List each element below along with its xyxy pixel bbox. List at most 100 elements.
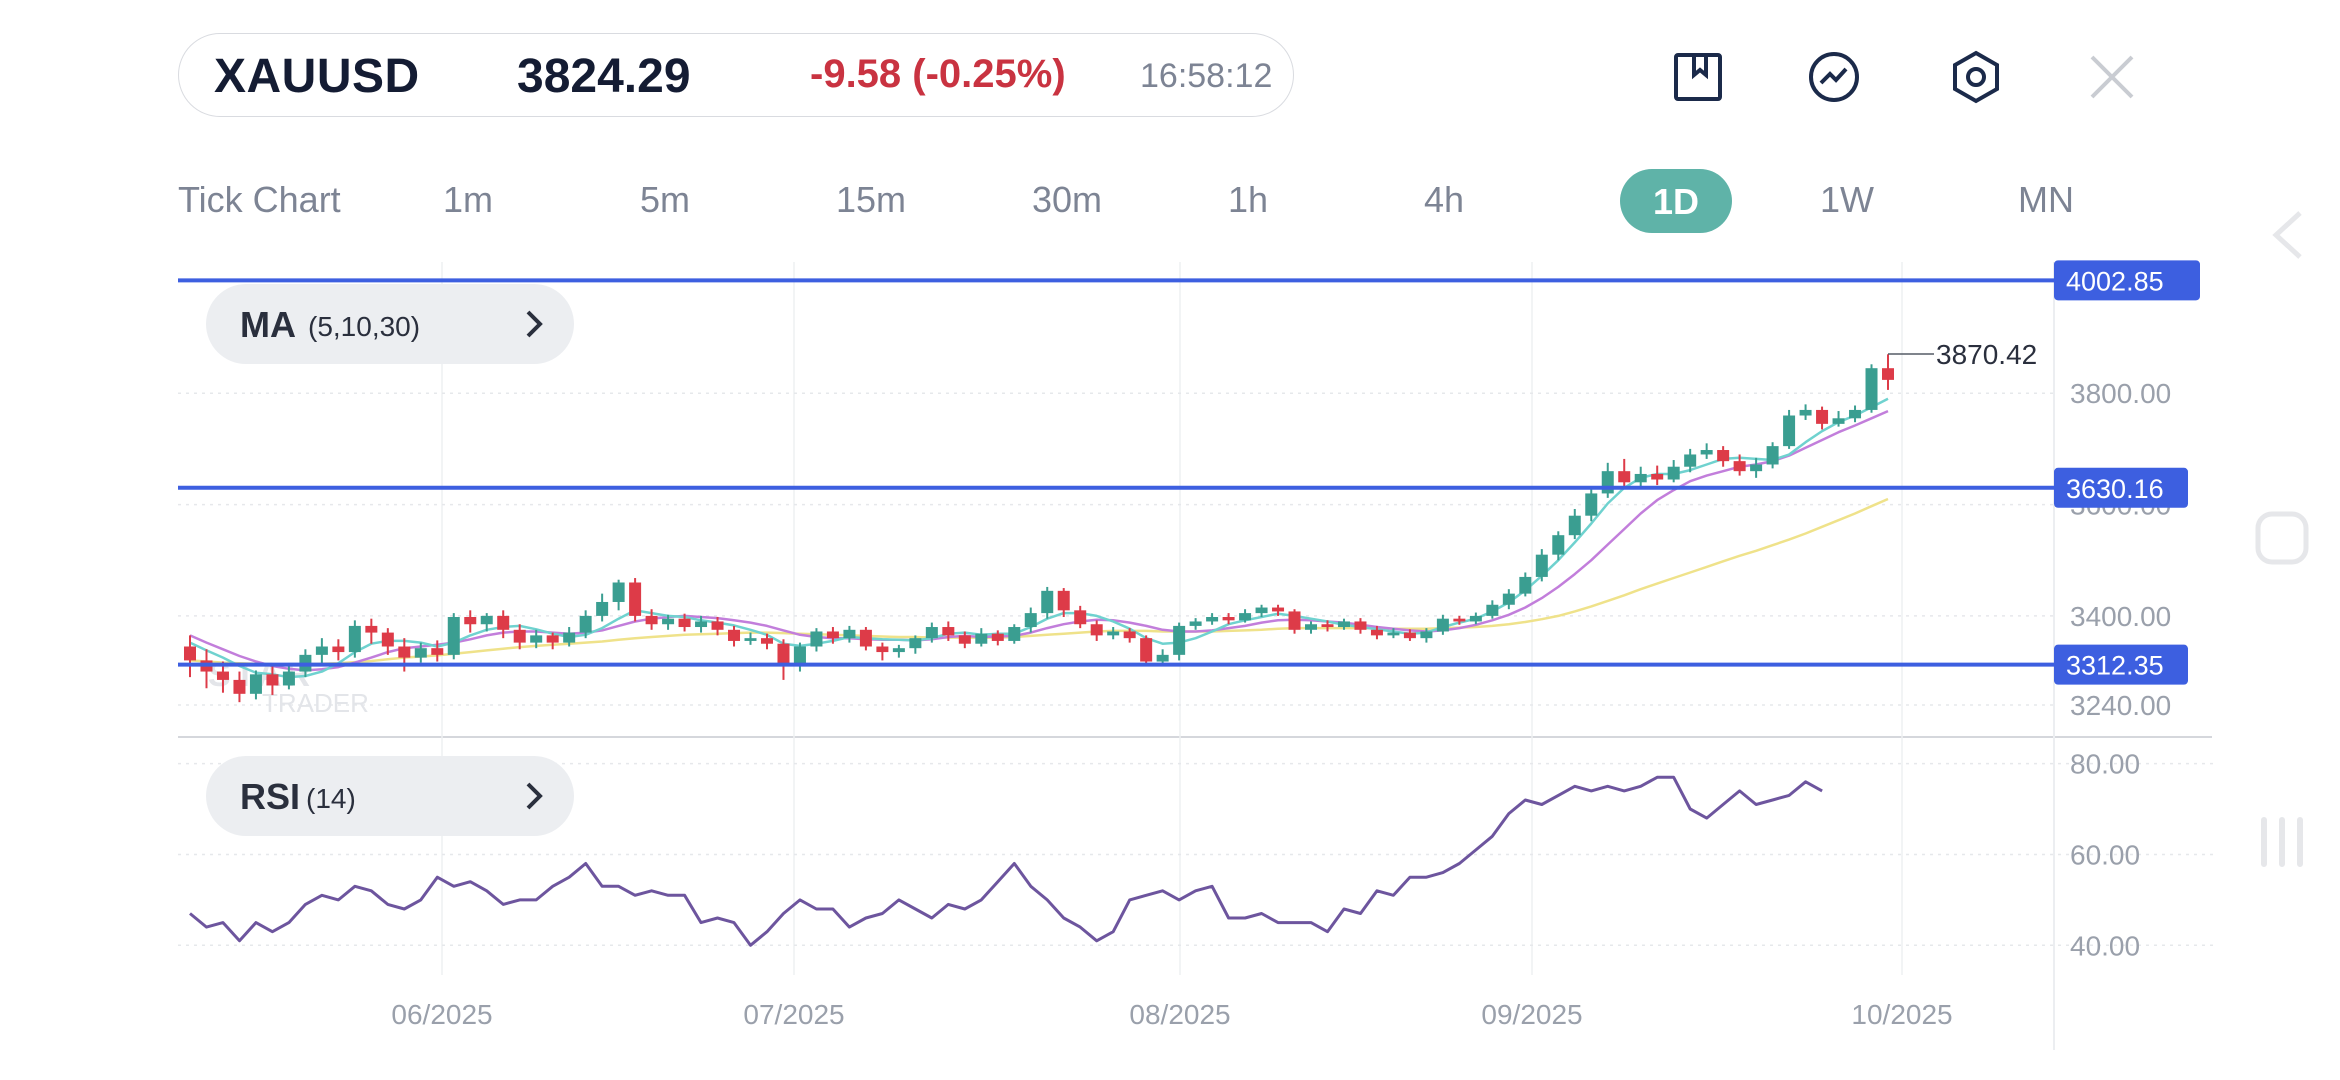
candle — [942, 621, 955, 641]
date-axis-label: 07/2025 — [743, 999, 844, 1030]
candle — [1074, 605, 1087, 629]
candle — [1832, 411, 1845, 427]
candle — [1387, 628, 1400, 639]
symbol-header — [178, 33, 1294, 117]
rsi-indicator-pill[interactable]: RSI (14) — [206, 756, 574, 836]
date-axis-label: 09/2025 — [1481, 999, 1582, 1030]
tab-1d[interactable]: 1D — [1620, 169, 1732, 233]
date-axis-label: 08/2025 — [1129, 999, 1230, 1030]
trend-line-icon[interactable] — [1804, 47, 1864, 107]
candle — [1107, 627, 1120, 640]
rsi-axis-label: 60.00 — [2070, 839, 2140, 870]
tab-4h[interactable]: 4h — [1424, 179, 1465, 220]
candle — [1783, 409, 1796, 449]
candle — [1816, 406, 1829, 430]
candle-body — [1486, 604, 1499, 616]
candle — [1008, 624, 1021, 644]
candle-body — [216, 671, 229, 680]
candle — [546, 632, 559, 650]
candle-body — [1305, 624, 1318, 630]
candle — [1453, 615, 1466, 625]
candle — [1700, 443, 1713, 459]
candle — [1535, 549, 1548, 582]
candle-body — [1255, 607, 1268, 614]
candle-body — [348, 625, 361, 653]
candle — [1849, 405, 1862, 423]
candle — [513, 624, 526, 650]
candle — [1024, 607, 1037, 633]
candle-body — [744, 638, 757, 641]
symbol-name[interactable]: XAUUSD — [214, 50, 420, 103]
candle-body — [991, 633, 1004, 641]
candle-body — [1700, 450, 1713, 455]
candle — [1519, 572, 1532, 597]
candle — [1272, 604, 1285, 616]
candle — [810, 628, 823, 652]
candle-body — [1206, 617, 1219, 622]
candle — [744, 632, 757, 645]
candle-body — [958, 635, 971, 644]
settings-hex-icon[interactable] — [1946, 47, 2006, 107]
candle — [414, 642, 427, 663]
tab-30m[interactable]: 30m — [1032, 179, 1103, 220]
close-icon[interactable] — [2082, 47, 2142, 107]
candle-body — [1123, 631, 1136, 639]
home-square-icon[interactable] — [2252, 508, 2312, 573]
candle-body — [579, 615, 592, 633]
candle — [563, 627, 576, 647]
price-change: -9.58 (-0.25%) — [810, 52, 1066, 96]
candle-body — [1634, 473, 1647, 483]
recent-apps-icon[interactable] — [2252, 812, 2312, 877]
tab-1w[interactable]: 1W — [1820, 179, 1874, 220]
candle-body — [1239, 613, 1252, 621]
tab-15m[interactable]: 15m — [836, 179, 907, 220]
candle — [1288, 609, 1301, 634]
candle — [431, 640, 444, 662]
date-axis-label: 06/2025 — [391, 999, 492, 1030]
ma30-line — [189, 497, 1889, 666]
candle-body — [1585, 493, 1598, 516]
candle — [1189, 618, 1202, 630]
candle-body — [1552, 535, 1565, 555]
candle — [711, 617, 724, 636]
candle-body — [381, 632, 394, 647]
candle — [249, 670, 262, 700]
candle-body — [1865, 368, 1878, 410]
rsi-axis-label: 80.00 — [2070, 749, 2140, 780]
candle — [1750, 457, 1763, 478]
candle — [1469, 612, 1482, 625]
tab-5m[interactable]: 5m — [640, 179, 691, 220]
candle — [1305, 621, 1318, 634]
horizontal-level-label: 4002.85 — [2066, 266, 2164, 296]
chevron-right-icon — [522, 778, 546, 819]
candle-body — [1453, 618, 1466, 622]
tab-tick-chart[interactable]: Tick Chart — [178, 179, 341, 220]
candle — [1618, 458, 1631, 488]
ma-indicator-pill[interactable]: MA (5,10,30) — [206, 284, 574, 364]
candle — [480, 613, 493, 632]
candle — [1057, 588, 1070, 618]
candle — [1321, 620, 1334, 632]
candle-body — [942, 627, 955, 636]
bookmark-icon[interactable] — [1668, 47, 1728, 107]
tab-mn[interactable]: MN — [2018, 179, 2074, 220]
candle-body — [1684, 454, 1697, 467]
candle-body — [497, 615, 510, 630]
tab-1h[interactable]: 1h — [1228, 179, 1269, 220]
candle-body — [1173, 625, 1186, 655]
candle — [332, 639, 345, 661]
candle — [793, 642, 806, 672]
candle — [1239, 609, 1252, 623]
candle — [1173, 622, 1186, 661]
candle — [1370, 625, 1383, 640]
price-axis-label: 3240.00 — [2070, 690, 2171, 721]
candle-body — [876, 646, 889, 653]
candle-body — [1667, 466, 1680, 480]
candle-body — [1321, 624, 1334, 628]
candle — [826, 627, 839, 644]
tab-1m[interactable]: 1m — [443, 179, 494, 220]
back-chevron-icon[interactable] — [2262, 205, 2312, 270]
candle-body — [398, 646, 411, 658]
horizontal-level-tag — [2054, 644, 2188, 685]
